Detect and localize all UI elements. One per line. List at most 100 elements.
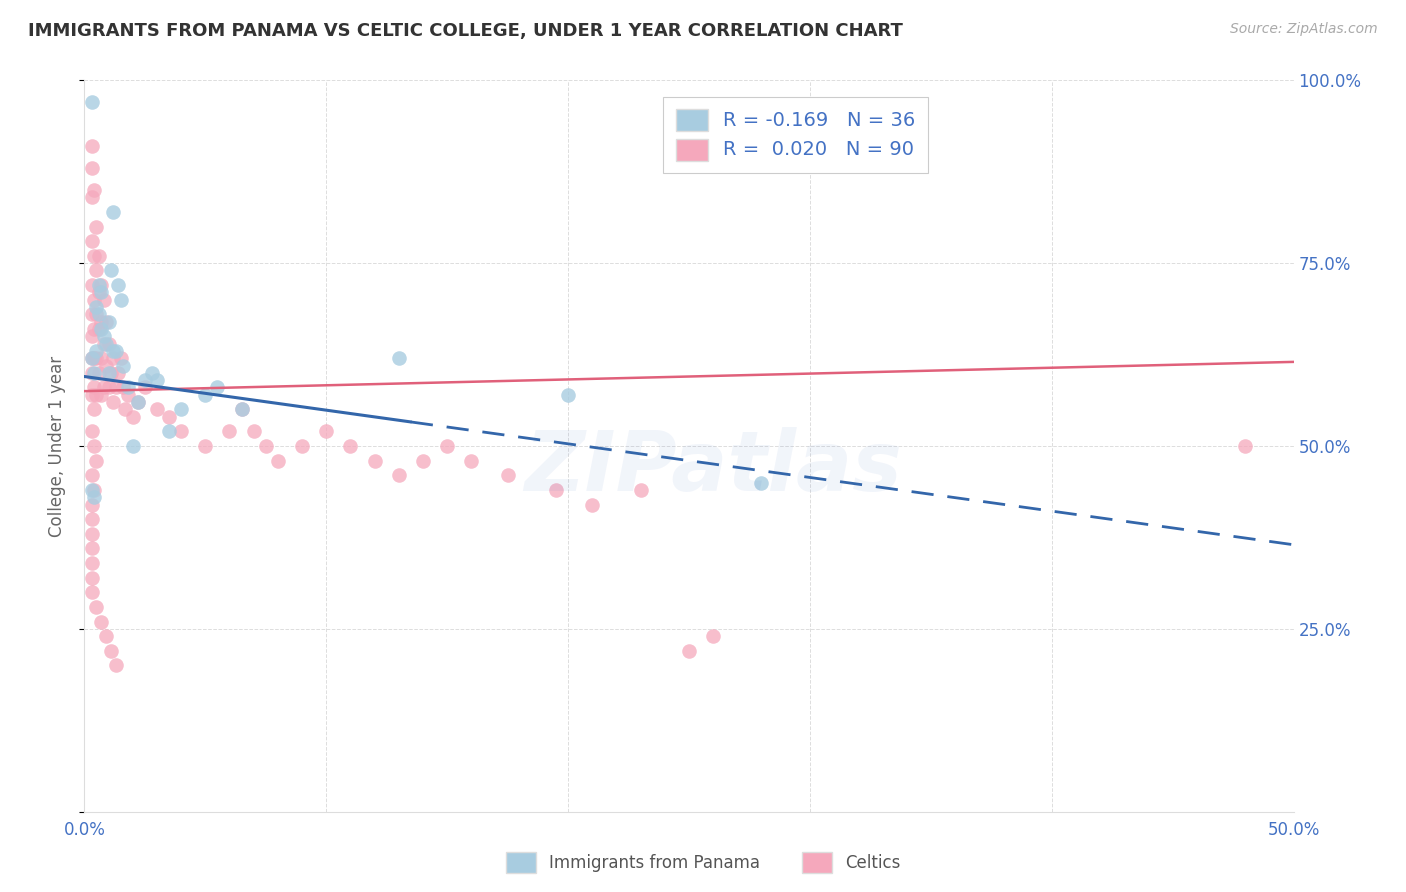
Point bbox=[121, 409, 143, 424]
Point bbox=[100, 263, 122, 277]
Point bbox=[86, 343, 108, 358]
Point bbox=[86, 388, 108, 402]
Point bbox=[93, 293, 115, 307]
Point bbox=[93, 336, 115, 351]
Point bbox=[127, 395, 149, 409]
Point bbox=[93, 329, 115, 343]
Point bbox=[80, 278, 103, 293]
Point bbox=[702, 629, 724, 643]
Point bbox=[90, 351, 112, 366]
Point bbox=[80, 139, 103, 153]
Point bbox=[678, 644, 700, 658]
Point bbox=[103, 343, 125, 358]
Point bbox=[254, 439, 277, 453]
Point bbox=[83, 183, 105, 197]
Point bbox=[94, 629, 117, 643]
Point bbox=[97, 380, 120, 394]
Point bbox=[315, 425, 337, 439]
Point bbox=[83, 380, 105, 394]
Point bbox=[112, 359, 135, 373]
Point bbox=[117, 388, 139, 402]
Point bbox=[146, 373, 169, 387]
Point bbox=[97, 366, 120, 380]
Point bbox=[194, 439, 217, 453]
Point bbox=[134, 373, 156, 387]
Point bbox=[86, 307, 108, 321]
Point bbox=[80, 307, 103, 321]
Point bbox=[83, 293, 105, 307]
Point bbox=[93, 380, 115, 394]
Point bbox=[110, 293, 132, 307]
Text: ZIPatlas: ZIPatlas bbox=[524, 427, 903, 508]
Point bbox=[94, 359, 117, 373]
Point bbox=[170, 402, 193, 417]
Point bbox=[87, 307, 110, 321]
Point bbox=[170, 425, 193, 439]
Point bbox=[83, 402, 105, 417]
Point bbox=[80, 468, 103, 483]
Point bbox=[94, 336, 117, 351]
Point bbox=[231, 402, 253, 417]
Point bbox=[80, 366, 103, 380]
Point bbox=[104, 343, 127, 358]
Point bbox=[146, 402, 169, 417]
Point bbox=[117, 380, 139, 394]
Text: IMMIGRANTS FROM PANAMA VS CELTIC COLLEGE, UNDER 1 YEAR CORRELATION CHART: IMMIGRANTS FROM PANAMA VS CELTIC COLLEGE… bbox=[28, 22, 903, 40]
Point bbox=[751, 475, 773, 490]
Point bbox=[94, 315, 117, 329]
Point bbox=[544, 483, 567, 497]
Point bbox=[80, 425, 103, 439]
Point bbox=[104, 380, 127, 394]
Point bbox=[339, 439, 361, 453]
Point bbox=[103, 395, 125, 409]
Point bbox=[412, 453, 434, 467]
Point bbox=[80, 571, 103, 585]
Point bbox=[127, 395, 149, 409]
Point bbox=[80, 161, 103, 175]
Point bbox=[231, 402, 253, 417]
Point bbox=[80, 351, 103, 366]
Point bbox=[581, 498, 603, 512]
Point bbox=[436, 439, 458, 453]
Point bbox=[630, 483, 652, 497]
Point bbox=[83, 439, 105, 453]
Point bbox=[86, 599, 108, 614]
Point bbox=[80, 95, 103, 110]
Point bbox=[107, 366, 129, 380]
Point bbox=[83, 483, 105, 497]
Point bbox=[90, 278, 112, 293]
Point bbox=[267, 453, 290, 467]
Point bbox=[86, 453, 108, 467]
Point bbox=[80, 483, 103, 497]
Point bbox=[86, 351, 108, 366]
Point bbox=[460, 453, 482, 467]
Point bbox=[157, 425, 180, 439]
Point bbox=[80, 541, 103, 556]
Point bbox=[87, 285, 110, 300]
Point bbox=[496, 468, 519, 483]
Point bbox=[1234, 439, 1257, 453]
Point bbox=[104, 658, 127, 673]
Point bbox=[83, 366, 105, 380]
Point bbox=[80, 351, 103, 366]
Legend: Immigrants from Panama, Celtics: Immigrants from Panama, Celtics bbox=[499, 846, 907, 880]
Point bbox=[90, 315, 112, 329]
Point bbox=[86, 263, 108, 277]
Y-axis label: College, Under 1 year: College, Under 1 year bbox=[48, 355, 66, 537]
Point bbox=[83, 490, 105, 504]
Point bbox=[83, 322, 105, 336]
Point bbox=[83, 249, 105, 263]
Point bbox=[114, 402, 136, 417]
Point bbox=[87, 322, 110, 336]
Point bbox=[80, 388, 103, 402]
Point bbox=[80, 329, 103, 343]
Point bbox=[97, 315, 120, 329]
Point bbox=[157, 409, 180, 424]
Point bbox=[87, 249, 110, 263]
Point bbox=[87, 366, 110, 380]
Point bbox=[83, 351, 105, 366]
Point bbox=[100, 644, 122, 658]
Point bbox=[86, 219, 108, 234]
Point bbox=[194, 388, 217, 402]
Point bbox=[80, 498, 103, 512]
